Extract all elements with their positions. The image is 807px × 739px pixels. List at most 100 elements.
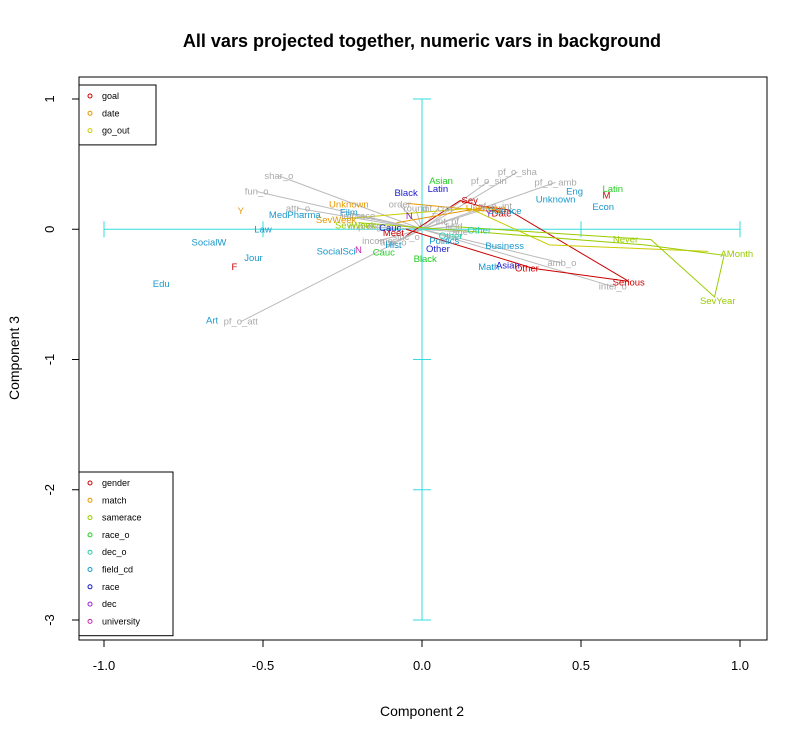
- legend-bottom-entry-7: dec: [102, 599, 117, 609]
- y-tick-label-1: 0: [42, 226, 57, 233]
- numeric-vector-label-5: int_corr: [422, 203, 454, 214]
- numeric-vector-20: [240, 228, 423, 323]
- factor-label-29: Art: [206, 315, 219, 326]
- factor-label-4: M: [602, 190, 610, 201]
- chart-title: All vars projected together, numeric var…: [183, 31, 661, 51]
- legend-top-swatch-2: [87, 128, 93, 134]
- legend-bottom-swatch-3: [87, 532, 93, 538]
- legend-bottom-swatch-0: [87, 480, 93, 486]
- numeric-vector-label-0: shar_o: [264, 171, 293, 182]
- y-axis: 1 0 -1 -2 -3: [42, 95, 79, 626]
- x-axis-label: Component 2: [380, 703, 464, 719]
- factor-label-0: Y: [238, 206, 245, 217]
- numeric-vector-3: [399, 204, 423, 230]
- plot-frame: [78, 76, 768, 641]
- factor-label-8: Meet: [383, 228, 404, 239]
- factor-label-17: Black: [414, 254, 437, 265]
- factor-label-1: Unknown: [329, 200, 369, 211]
- factor-line-date: [396, 202, 502, 224]
- factor-label-19: Other: [467, 226, 491, 237]
- factor-label-44: N: [355, 245, 362, 256]
- legend-bottom-swatch-4: [87, 549, 93, 555]
- numeric-vector-label-10: imprace: [342, 211, 376, 222]
- legend-bottom-entry-2: samerace: [102, 513, 142, 523]
- factor-label-3: Unknown: [466, 203, 506, 214]
- factor-label-26: SocialW: [192, 237, 227, 248]
- factor-label-37: Latin: [428, 184, 449, 195]
- numeric-vector-label-12: income: [362, 236, 393, 247]
- factor-label-10: Other: [515, 263, 539, 274]
- factor-line-go_out: [342, 207, 709, 252]
- factor-label-25: Law: [254, 224, 272, 235]
- factor-label-18: Cauc: [373, 248, 395, 259]
- y-tick-label-2: -1: [42, 354, 57, 366]
- factor-label-6: Sey: [462, 196, 479, 207]
- legend-top-swatch-0: [87, 93, 93, 99]
- factor-label-21: Unknown: [536, 194, 576, 205]
- factor-label-27: Jour: [244, 253, 262, 264]
- factor-label-11: Never: [613, 235, 638, 246]
- legend-bottom-swatch-8: [87, 618, 93, 624]
- numeric-vector-label-7: pf_o_sin: [471, 176, 507, 187]
- factor-line-goal: [405, 200, 629, 282]
- factor-label-20: Eng: [566, 186, 583, 197]
- legend-bottom-swatch-5: [87, 567, 93, 572]
- numeric-vector-label-17: field: [445, 222, 462, 233]
- factor-label-12: AMonth: [720, 249, 753, 260]
- factor-line-samerace: [358, 222, 725, 298]
- numeric-vector-label-1: fun_o: [245, 186, 269, 197]
- factor-label-36: Black: [394, 188, 417, 199]
- numeric-vector-label-8: pf_o_amb: [534, 177, 576, 188]
- x-tick-label-1: -0.5: [252, 658, 274, 673]
- numeric-vector-label-13: age_o: [380, 237, 406, 248]
- legend-top-entry-0: goal: [102, 91, 119, 101]
- numeric-vector-label-9: pf_o_int: [478, 201, 512, 212]
- factor-label-30: Film: [340, 207, 358, 218]
- factor-label-28: Edu: [153, 279, 170, 290]
- factor-lines: [342, 200, 725, 298]
- numeric-vector-label-3: order: [389, 200, 411, 211]
- factor-label-13: SevYear: [700, 296, 736, 307]
- legend-bottom-entry-6: race: [102, 582, 120, 592]
- x-tick-label-2: 0.0: [413, 658, 431, 673]
- legend-bottom-swatch-7: [87, 601, 93, 607]
- factor-label-14: SevWeek: [335, 220, 376, 231]
- factor-label-22: Econ: [592, 202, 614, 213]
- factor-label-40: Other: [426, 244, 450, 255]
- factor-label-15: Asian: [429, 176, 453, 187]
- numeric-vector-6: [421, 171, 518, 230]
- factor-label-23: Science: [488, 206, 522, 217]
- numeric-vector-18: [421, 228, 563, 264]
- factor-label-42: Y: [486, 209, 493, 220]
- legend-top-entry-1: date: [102, 108, 120, 118]
- legend-bottom-entry-5: field_cd: [102, 565, 133, 575]
- numeric-vector-0: [278, 175, 423, 230]
- numeric-vector-12: [377, 228, 423, 242]
- y-axis-label: Component 3: [6, 316, 22, 400]
- factor-label-9: Serious: [613, 278, 645, 289]
- factor-label-24: MedPharma: [269, 210, 321, 221]
- numeric-vector-8: [421, 181, 556, 230]
- legend-top: goal date go_out: [78, 84, 157, 146]
- legend-bottom: gender match samerace race_o dec_o field_cdra…: [78, 471, 174, 637]
- numeric-vector-label-18: amb_o: [547, 258, 576, 269]
- legend-top-swatch-1: [87, 110, 93, 116]
- numeric-vector-label-2: attr_o: [286, 203, 310, 214]
- numeric-vector-label-4: round: [403, 203, 427, 214]
- x-tick-label-0: -1.0: [93, 658, 115, 673]
- factor-label-7: Date: [491, 209, 511, 220]
- factor-label-16: Latin: [602, 184, 623, 195]
- factor-label-2: SevWeek: [316, 215, 357, 226]
- numeric-vector-label-15: age: [452, 227, 468, 238]
- legend-bottom-entry-1: match: [102, 495, 127, 505]
- factor-label-43: Other: [439, 231, 463, 242]
- legend-bottom-entry-8: university: [102, 616, 141, 626]
- numeric-vector-5: [421, 208, 439, 230]
- legend-bottom-entry-4: dec_o: [102, 547, 127, 557]
- numeric-vector-label-20: pf_o_att: [224, 317, 259, 328]
- factor-labels: YUnknownSevWeekUnknownMFSeyDateMeetSerio…: [153, 176, 753, 326]
- numeric-vector-label-16: int_pf: [436, 216, 460, 227]
- x-tick-label-4: 1.0: [731, 658, 749, 673]
